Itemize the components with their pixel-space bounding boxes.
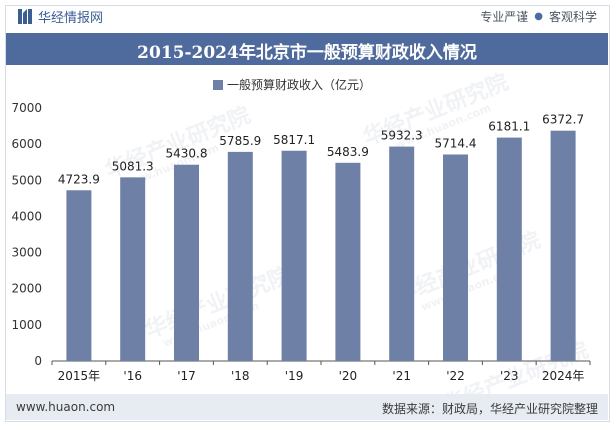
bar: [335, 162, 361, 361]
x-tick-label: 2024年: [542, 369, 585, 383]
bar: [120, 177, 146, 361]
title-bar: 2015-2024年北京市一般预算财政收入情况: [6, 33, 608, 65]
data-label: 5817.1: [273, 133, 315, 147]
footer-source: 数据来源：财政局，华经产业研究院整理: [381, 402, 598, 416]
x-tick-label: '20: [339, 369, 358, 383]
y-tick-label: 0: [34, 354, 42, 368]
slogan-right: 客观科学: [548, 10, 597, 24]
x-tick-label: '22: [446, 369, 465, 383]
legend-label: 一般预算财政收入（亿元）: [227, 78, 372, 92]
x-tick-label: '16: [123, 369, 142, 383]
bar: [496, 137, 522, 361]
y-tick-label: 3000: [11, 246, 42, 260]
bullet-icon: ●: [534, 11, 543, 22]
bar: [66, 190, 92, 361]
slogan: 专业严谨 ● 客观科学: [480, 8, 597, 25]
bar: [389, 146, 415, 361]
data-label: 5714.4: [435, 136, 477, 150]
bar: [550, 130, 576, 361]
data-label: 5785.9: [219, 134, 261, 148]
brand-name: 华经情报网: [38, 11, 104, 26]
chart-frame: [5, 5, 610, 422]
x-tick-label: '21: [392, 369, 411, 383]
x-tick-label: 2015年: [58, 369, 101, 383]
top-bar: 华经情报网 专业严谨 ● 客观科学: [0, 0, 615, 33]
x-tick-label: '23: [500, 369, 519, 383]
x-tick-label: '17: [177, 369, 196, 383]
data-label: 4723.9: [58, 172, 100, 186]
legend-swatch: [213, 79, 223, 90]
data-label: 5430.8: [166, 147, 208, 161]
data-label: 5081.3: [112, 159, 154, 173]
x-tick-label: '18: [231, 369, 250, 383]
data-label: 6372.7: [542, 113, 584, 127]
bar: [227, 151, 253, 361]
slogan-left: 专业严谨: [480, 10, 529, 24]
x-tick-label: '19: [285, 369, 304, 383]
data-label: 5932.3: [381, 129, 423, 143]
data-label: 6181.1: [488, 120, 530, 134]
y-tick-label: 5000: [11, 173, 42, 187]
y-tick-label: 4000: [11, 209, 42, 223]
bar: [281, 150, 307, 361]
y-tick-label: 6000: [11, 137, 42, 151]
y-tick-label: 1000: [11, 318, 42, 332]
bar: [174, 164, 199, 361]
footer-url: www.huaon.com: [16, 400, 116, 414]
huajing-logo-icon: [18, 9, 32, 24]
y-tick-label: 7000: [11, 101, 42, 115]
y-tick-label: 2000: [11, 282, 42, 296]
chart-legend: 一般预算财政收入（亿元）: [213, 76, 371, 93]
bar: [443, 154, 468, 361]
chart-title: 2015-2024年北京市一般预算财政收入情况: [137, 43, 477, 63]
data-label: 5483.9: [327, 145, 369, 159]
footer: www.huaon.com 数据来源：财政局，华经产业研究院整理: [6, 394, 608, 420]
